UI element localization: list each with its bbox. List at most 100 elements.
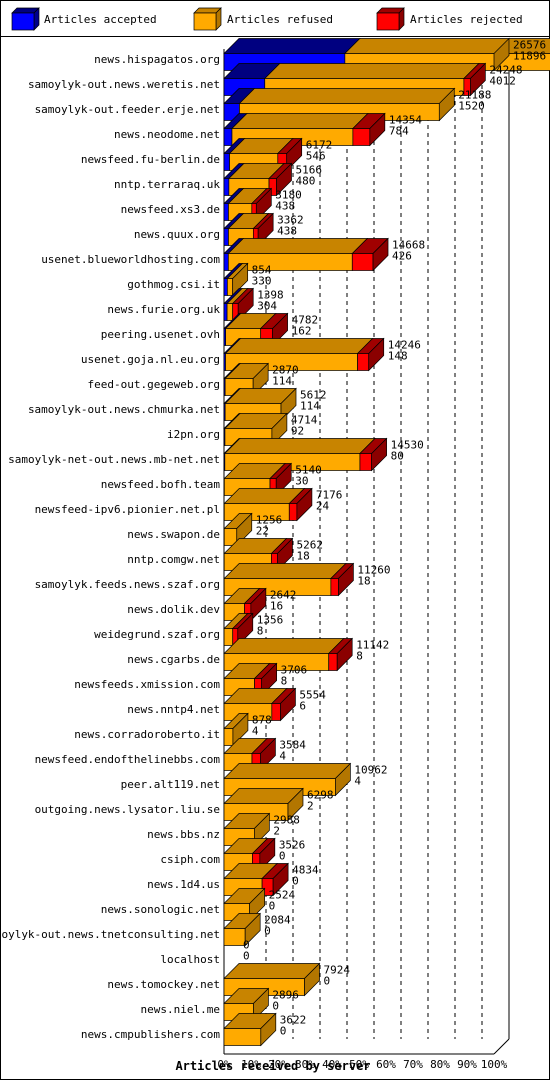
value-accepted: 18 [296,550,309,563]
value-accepted: 8 [281,675,288,688]
legend-label-refused: Articles refused [227,13,333,26]
legend-swatch-refused [193,7,222,31]
x-axis-depth-line [493,1038,510,1055]
bar-refused [227,238,369,271]
bars [223,37,550,1047]
legend-label-rejected: Articles rejected [410,13,523,26]
x-tick-label: 40% [322,1058,342,1071]
value-accepted: 18 [357,575,370,588]
value-accepted: 30 [295,475,308,488]
bar-side [336,637,353,672]
host-label: i2pn.org [167,428,220,441]
host-label: news.cmpublishers.com [81,1028,220,1041]
bar-rejected [352,113,386,146]
host-label: news.tomockey.net [107,978,220,991]
value-accepted: 4 [252,725,259,738]
value-accepted: 426 [392,250,412,263]
value-accepted: 1520 [458,100,485,113]
value-accepted: 114 [300,400,320,413]
value-accepted: 2 [273,825,280,838]
value-total: 1356 [257,614,284,627]
host-label: newsfeeds.xmission.com [74,678,220,691]
value-accepted: 80 [391,450,404,463]
legend-divider [0,36,550,37]
value-total: 5554 [299,689,326,702]
bar-row [223,287,255,322]
legend-item-rejected: Articles rejected [376,7,523,31]
bar-refused [223,913,262,946]
value-total: 3706 [281,664,308,677]
value-total: 24248 [489,64,522,77]
host-label: weidegrund.szaf.org [94,628,220,641]
bar-row [223,662,278,697]
value-total: 3362 [277,214,304,227]
value-accepted: 0 [280,1025,287,1038]
x-tick-label: 90% [457,1058,477,1071]
value-accepted: 22 [256,525,269,538]
value-accepted: 4 [354,775,361,788]
bar-side [438,87,455,122]
value-total: 26576 [513,39,546,52]
bar-side [287,787,304,822]
value-total: 2524 [269,889,296,902]
value-total: 2896 [272,989,299,1002]
value-accepted: 0 [269,900,276,913]
x-tick-label: 30% [295,1058,315,1071]
host-label: news.furie.org.uk [107,303,220,316]
host-label: news.neodome.net [114,128,220,141]
value-total: 11142 [356,639,389,652]
x-tick-label: 50% [349,1058,369,1071]
value-total: 5166 [295,164,322,177]
value-accepted: 0 [264,925,271,938]
host-label: samoylyk-out.news.chmurka.net [28,403,220,416]
legend-item-refused: Articles refused [193,7,333,31]
host-label: peering.usenet.ovh [101,328,220,341]
bar-row [223,512,253,547]
value-accepted: 330 [252,275,272,288]
value-total: 4782 [292,314,319,327]
legend: Articles accepted Articles refused Artic… [11,7,523,31]
bar-side [236,512,253,547]
legend-swatch-rejected [376,7,405,31]
value-total: 14354 [389,114,422,127]
value-total: 3622 [280,1014,307,1027]
host-label: newsfeed.endofthelinebbs.com [35,753,221,766]
x-tick-label: 0% [217,1058,231,1071]
x-tick-label: 70% [403,1058,423,1071]
value-total: 14668 [392,239,425,252]
value-total: 2642 [270,589,297,602]
host-label: news.swapon.de [127,528,220,541]
x-tick-label: 20% [268,1058,288,1071]
x-tick-label: 10% [241,1058,261,1071]
value-accepted: 11896 [513,50,546,63]
value-total: 5262 [296,539,323,552]
bar-row [223,187,273,222]
value-total: 3526 [279,839,306,852]
value-accepted: 4 [279,750,286,763]
value-total: 1256 [256,514,282,527]
host-label: samoylyk-net-out.news.mb-net.net [8,453,220,466]
value-total: 5140 [295,464,322,477]
value-total: 7924 [324,964,351,977]
value-total: 3584 [279,739,306,752]
bar-side [338,562,354,597]
x-tick-label: 100% [481,1058,508,1071]
bar-row [223,487,313,522]
bar-side [369,112,386,147]
bar-side [335,762,351,797]
value-accepted: 92 [291,425,304,438]
value-accepted: 784 [389,125,409,138]
host-label: news.hispagatos.org [94,53,220,66]
value-accepted: 304 [257,300,277,313]
value-total: 6298 [307,789,334,802]
host-label: news.sonologic.net [101,903,220,916]
bar-side [371,437,387,472]
host-label: feed-out.gegeweb.org [88,378,220,391]
host-label: gothmog.csi.it [127,278,220,291]
x-axis-label: Articles received by server [175,1059,370,1073]
value-accepted: 8 [356,650,363,663]
host-label: newsfeed.xs3.de [121,203,220,216]
value-total: 6172 [306,139,333,152]
value-accepted: 0 [292,875,299,888]
